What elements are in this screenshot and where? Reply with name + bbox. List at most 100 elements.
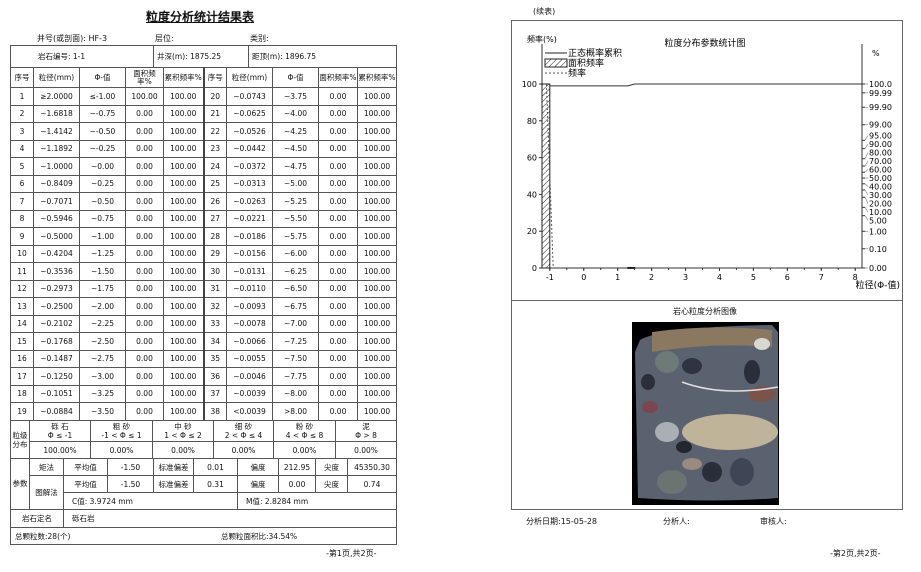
- table-cell: ~-0.50: [79, 122, 126, 141]
- y2-tick-label: 99.00: [869, 121, 892, 130]
- table-cell: 100.00: [357, 279, 397, 298]
- table-cell: ~0.0078: [226, 314, 273, 333]
- x-axis-label: 粒径(Φ-值): [856, 279, 900, 291]
- table-cell: ~0.0313: [226, 174, 273, 193]
- column-header: 面积频率%: [318, 67, 358, 88]
- y2-tick-leader: [864, 189, 869, 196]
- table-cell: 100.00: [163, 332, 204, 351]
- grain-size-table: 序号 粒径(mm) Φ-值 面积频率% 累积频率% 序号 粒径(mm) Φ-值 面积频率% 累积频…: [10, 67, 397, 421]
- y2-tick-leader: [864, 197, 869, 204]
- table-cell: ~0.0526: [226, 122, 273, 141]
- table-row: 14 ~0.2102 ~2.25 0.00 100.00 33 ~0.0078 ~7.00 0.…: [10, 314, 397, 333]
- y-tick-label: 80: [527, 117, 537, 126]
- table-row: 1 ≥2.0000 ≤-1.00 100.00 100.00 20 ~0.0743 ~3.75…: [10, 87, 397, 106]
- table-cell: 100.00: [357, 174, 397, 193]
- table-row: 3 ~1.4142 ~-0.50 0.00 100.00 22 ~0.0526 ~4.25 0.…: [10, 122, 397, 141]
- table-row: 17 ~0.1250 ~3.00 0.00 100.00 36 ~0.0046 ~7.75 0.…: [10, 367, 397, 386]
- table-cell: 25: [202, 174, 227, 193]
- moment-kurtosis: 45350.30: [347, 458, 397, 476]
- y2-tick-label: 80.00: [869, 149, 892, 158]
- table-cell: 100.00: [357, 104, 397, 123]
- table-cell: ~0.1487: [33, 349, 80, 368]
- moment-method-label: 矩法: [29, 458, 64, 476]
- table-cell: ~0.4204: [33, 244, 80, 263]
- table-cell: 100.00: [163, 227, 204, 246]
- table-cell: 100.00: [357, 332, 397, 351]
- table-cell: 100.00: [357, 244, 397, 263]
- table-row: 19 ~0.0884 ~3.50 0.00 100.00 38 <0.0039 >8.00 0.…: [10, 402, 397, 421]
- table-row: 13 ~0.2500 ~2.00 0.00 100.00 32 ~0.0093 ~6.75 0.…: [10, 297, 397, 316]
- table-row: 5 ~1.0000 ~0.00 0.00 100.00 24 ~0.0372 ~4.75 0.0…: [10, 157, 397, 176]
- y-axis-label: 频率(%): [527, 34, 557, 44]
- table-cell: 0.00: [318, 192, 358, 211]
- table-cell: ~7.25: [272, 332, 319, 351]
- table-cell: ~1.1892: [33, 139, 80, 158]
- legend-bar-swatch: [544, 58, 568, 68]
- area-frequency-bar: [541, 83, 551, 269]
- table-cell: ~2.75: [79, 349, 126, 368]
- table-cell: 18: [10, 384, 34, 403]
- table-cell: 20: [202, 87, 227, 106]
- x-tick-label: -1: [546, 273, 554, 282]
- table-cell: 100.00: [125, 87, 164, 106]
- table-cell: ~5.50: [272, 209, 319, 228]
- table-cell: ~0.0263: [226, 192, 273, 211]
- grade-value: 0.00%: [213, 441, 274, 459]
- table-cell: 0.00: [125, 332, 164, 351]
- table-cell: 10: [10, 244, 34, 263]
- table-row: 7 ~0.7071 ~0.50 0.00 100.00 26 ~0.0263 ~5.25 0.0…: [10, 192, 397, 211]
- table-cell: ~1.00: [79, 227, 126, 246]
- y2-tick-leader: [864, 207, 869, 213]
- table-cell: 0.00: [125, 262, 164, 281]
- table-cell: 33: [202, 314, 227, 333]
- table-cell: 17: [10, 367, 34, 386]
- table-cell: 0.00: [125, 227, 164, 246]
- table-cell: ~0.0046: [226, 367, 273, 386]
- table-row: 18 ~0.1051 ~3.25 0.00 100.00 37 ~0.0039 ~8.00 0.…: [10, 384, 397, 403]
- table-cell: 100.00: [163, 192, 204, 211]
- table-cell: 11: [10, 262, 34, 281]
- table-row: 8 ~0.5946 ~0.75 0.00 100.00 27 ~0.0221 ~5.50 0.0…: [10, 209, 397, 228]
- table-cell: 7: [10, 192, 34, 211]
- table-cell: ~4.50: [272, 139, 319, 158]
- table-cell: ~4.00: [272, 104, 319, 123]
- table-cell: 0.00: [318, 139, 358, 158]
- table-cell: ~0.50: [79, 192, 126, 211]
- table-row: 6 ~0.8409 ~0.25 0.00 100.00 25 ~0.0313 ~5.00 0.0…: [10, 174, 397, 193]
- table-cell: 100.00: [357, 192, 397, 211]
- table-cell: 37: [202, 384, 227, 403]
- table-cell: ~4.25: [272, 122, 319, 141]
- table-cell: 26: [202, 192, 227, 211]
- table-cell: 0.00: [318, 174, 358, 193]
- table-cell: 100.00: [163, 262, 204, 281]
- legend-entry: 正态概率累积: [568, 47, 622, 59]
- table-cell: >8.00: [272, 402, 319, 421]
- table-cell: 8: [10, 209, 34, 228]
- y2-tick-leader: [864, 160, 869, 167]
- rock-id: 岩石编号: 1-1: [10, 45, 154, 68]
- table-cell: 32: [202, 297, 227, 316]
- grade-name: 泥: [362, 422, 370, 431]
- label: 尖度: [315, 475, 348, 493]
- table-cell: ~0.2102: [33, 314, 80, 333]
- y2-tick-label: 30.00: [869, 191, 892, 200]
- table-cell: 5: [10, 157, 34, 176]
- table-cell: ~8.00: [272, 384, 319, 403]
- table-cell: 35: [202, 349, 227, 368]
- table-cell: 1: [10, 87, 34, 106]
- table-row: 4 ~1.1892 ~-0.25 0.00 100.00 23 ~0.0442 ~4.50 0.…: [10, 139, 397, 158]
- y-tick-label: 100: [522, 80, 537, 89]
- table-cell: 38: [202, 402, 227, 421]
- table-cell: 0.00: [125, 349, 164, 368]
- table-cell: ~0.0156: [226, 244, 273, 263]
- y2-tick-label: 50.00: [869, 174, 892, 183]
- table-cell: 34: [202, 332, 227, 351]
- table-cell: 6: [10, 174, 34, 193]
- column-header: 序号: [10, 67, 34, 88]
- x-tick-label: 2: [649, 273, 654, 282]
- table-row: 12 ~0.2973 ~1.75 0.00 100.00 31 ~0.0110 ~6.50 0.…: [10, 279, 397, 298]
- table-cell: ~6.75: [272, 297, 319, 316]
- grade-name: 粗 砂: [112, 422, 131, 431]
- table-cell: ~7.75: [272, 367, 319, 386]
- table-cell: ~6.25: [272, 262, 319, 281]
